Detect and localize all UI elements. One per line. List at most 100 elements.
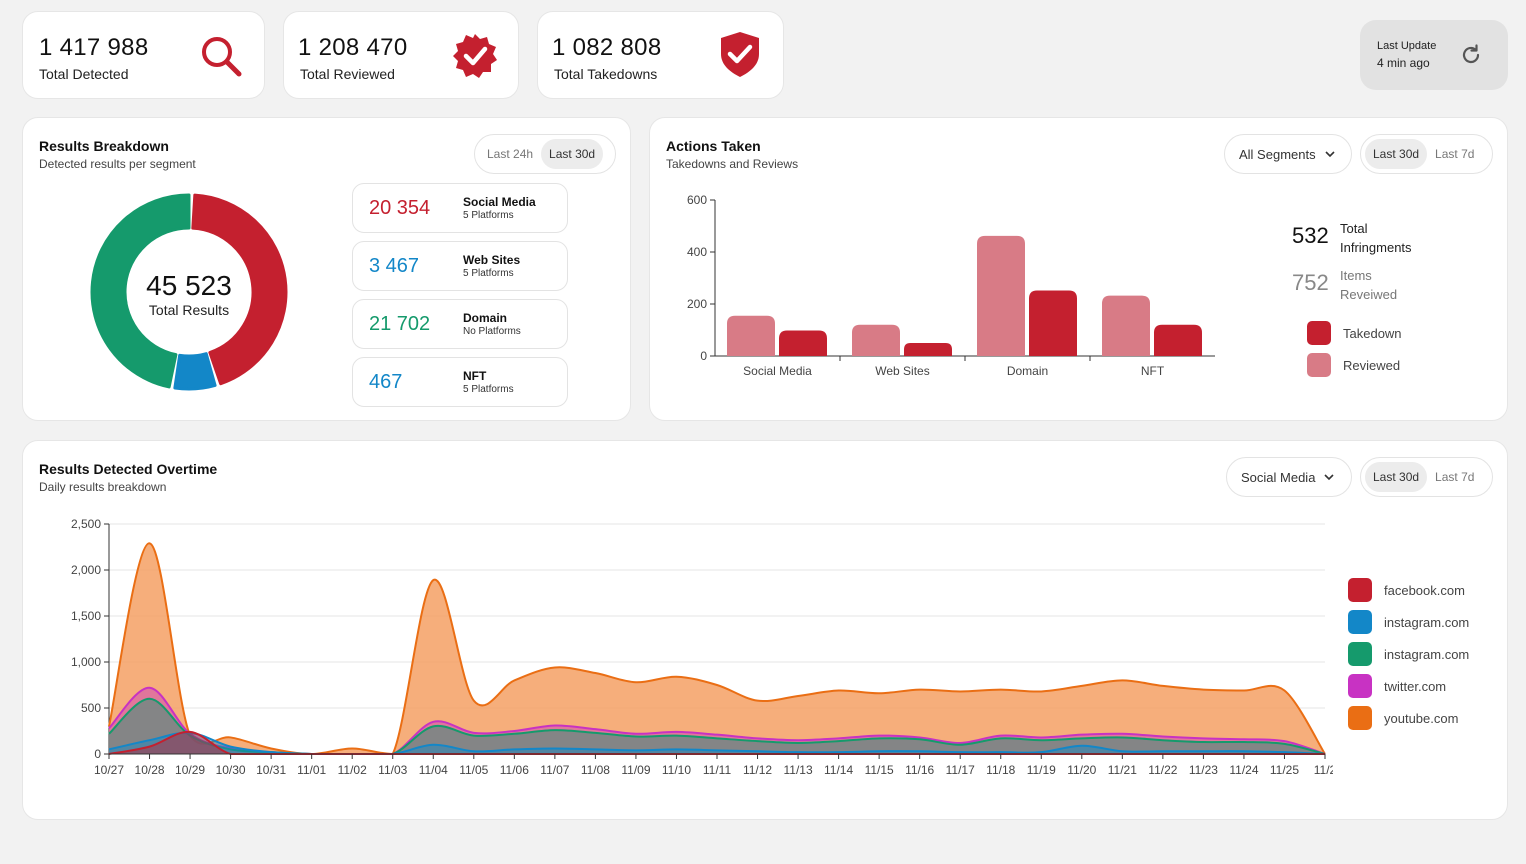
x-tick-label: 11/03 <box>378 763 407 777</box>
x-tick-label: 11/07 <box>540 763 569 777</box>
x-tick-label: 11/04 <box>419 763 448 777</box>
total-results-value: 45 523 <box>146 270 232 301</box>
bar-takedown-domain <box>1029 290 1077 356</box>
line-youtube-4 <box>108 542 1326 756</box>
toggle-last-30d[interactable]: Last 30d <box>1365 139 1428 169</box>
infringments-value: 532 <box>1292 223 1329 248</box>
legend-item: youtube.com <box>1348 706 1458 730</box>
x-tick-label: 11/23 <box>1189 763 1218 777</box>
x-tick-label: 10/27 <box>94 763 124 777</box>
x-tick-label: 11/19 <box>1027 763 1056 777</box>
toggle-last-7d[interactable]: Last 7d <box>1435 470 1475 484</box>
legend-label: twitter.com <box>1384 678 1447 694</box>
verified-badge-icon <box>453 34 497 78</box>
legend-item: instagram.com <box>1348 610 1469 634</box>
x-tick-label: 11/08 <box>581 763 610 777</box>
x-tick-label: 10/29 <box>175 763 205 777</box>
x-tick-label: 11/25 <box>1270 763 1299 777</box>
x-tick-label: 10/28 <box>135 763 165 777</box>
y-tick-label: 0 <box>700 349 707 363</box>
total-infringments-stat: 532 Total Infringments <box>1292 219 1432 259</box>
breakdown-donut-chart <box>90 193 288 391</box>
last-update-label: Last Update <box>1377 40 1437 52</box>
segment-name: NFT <box>463 369 487 383</box>
x-tick-label: 11/18 <box>986 763 1015 777</box>
refresh-icon[interactable] <box>1459 43 1483 67</box>
panel-title: Results Detected Overtime <box>39 461 218 477</box>
y-tick-label: 600 <box>687 193 707 207</box>
x-tick-label: 11/24 <box>1229 763 1258 777</box>
legend-swatch <box>1348 642 1372 666</box>
x-tick-label: Domain <box>1007 364 1048 378</box>
overtime-area-chart: 0 500 1,000 1,500 2,000 2,500 10/27 10/28 10/29 1… <box>71 517 1333 777</box>
segment-platforms: 5 Platforms <box>463 384 514 395</box>
stat-value: 1 417 988 <box>39 34 149 61</box>
y-tick-label: 1,000 <box>71 655 101 669</box>
x-tick-label: 11/06 <box>500 763 529 777</box>
search-icon <box>202 37 242 77</box>
y-tick-label: 400 <box>687 245 707 259</box>
platform-dropdown[interactable]: Social Media <box>1226 457 1352 497</box>
x-tick-label: 11/10 <box>662 763 691 777</box>
x-tick-label: 11/02 <box>338 763 367 777</box>
results-overtime-panel: Results Detected Overtime Daily results … <box>22 440 1508 820</box>
segment-web-sites[interactable]: 3 467 Web Sites 5 Platforms <box>352 241 568 291</box>
segment-platforms: 5 Platforms <box>463 210 514 221</box>
segment-social-media[interactable]: 20 354 Social Media 5 Platforms <box>352 183 568 233</box>
segment-domain[interactable]: 21 702 Domain No Platforms <box>352 299 568 349</box>
stat-card-reviewed: 1 208 470 Total Reviewed <box>283 11 519 99</box>
x-tick-label: 11/17 <box>946 763 975 777</box>
legend-item: twitter.com <box>1348 674 1446 698</box>
segment-platforms: No Platforms <box>463 326 521 337</box>
legend-swatch <box>1348 610 1372 634</box>
x-tick-label: 11/2 <box>1314 763 1333 777</box>
legend-swatch <box>1307 353 1331 377</box>
chevron-down-icon <box>1324 474 1335 481</box>
donut-center: 45 523 Total Results <box>129 270 249 318</box>
donut-slice-web-sites <box>173 352 217 391</box>
x-tick-label: 10/30 <box>216 763 246 777</box>
bar-reviewed-nft <box>1102 295 1150 356</box>
bar-takedown-web-sites <box>904 343 952 356</box>
segment-value: 21 702 <box>369 313 431 335</box>
last-update-value: 4 min ago <box>1377 56 1430 70</box>
segment-value: 20 354 <box>369 197 431 219</box>
y-tick-label: 1,500 <box>71 609 101 623</box>
chevron-down-icon <box>1325 151 1335 158</box>
toggle-last-7d[interactable]: Last 7d <box>1435 147 1475 161</box>
toggle-last-24h[interactable]: Last 24h <box>487 147 534 161</box>
stat-card-detected: 1 417 988 Total Detected <box>22 11 265 99</box>
last-update-panel: Last Update 4 min ago <box>1360 20 1508 90</box>
legend-swatch <box>1348 578 1372 602</box>
legend-swatch <box>1307 321 1331 345</box>
bar-reviewed-social-media <box>727 315 775 356</box>
segments-dropdown[interactable]: All Segments <box>1224 134 1352 174</box>
dropdown-value: All Segments <box>1239 146 1316 162</box>
segment-platforms: 5 Platforms <box>463 268 514 279</box>
x-tick-label: 11/05 <box>459 763 488 777</box>
reviewed-value: 752 <box>1292 270 1329 295</box>
legend-swatch <box>1348 674 1372 698</box>
stat-value: 1 208 470 <box>298 34 408 61</box>
legend-item: facebook.com <box>1348 578 1465 602</box>
legend-label: Reviewed <box>1343 357 1401 373</box>
segment-value: 3 467 <box>369 255 420 277</box>
x-tick-label: 11/14 <box>824 763 853 777</box>
x-tick-label: 11/01 <box>297 763 326 777</box>
bar-takedown-social-media <box>779 330 827 356</box>
donut-slice-social-media <box>191 193 288 386</box>
bar-takedown-nft <box>1154 324 1202 356</box>
legend-label: youtube.com <box>1384 710 1459 726</box>
toggle-last-30d[interactable]: Last 30d <box>1365 462 1428 492</box>
legend-item: instagram.com <box>1348 642 1469 666</box>
reviewed-label: Items Reveiwed <box>1340 268 1398 302</box>
x-tick-label: 11/16 <box>905 763 934 777</box>
panel-title: Results Breakdown <box>39 138 169 154</box>
actions-taken-panel: Actions Taken Takedowns and Reviews All … <box>649 117 1508 421</box>
x-tick-label: 11/22 <box>1148 763 1177 777</box>
stat-card-takedowns: 1 082 808 Total Takedowns <box>537 11 784 99</box>
area-youtube-4 <box>109 543 1325 754</box>
x-tick-label: 11/21 <box>1108 763 1137 777</box>
segment-nft[interactable]: 467 NFT 5 Platforms <box>352 357 568 407</box>
toggle-last-30d[interactable]: Last 30d <box>541 139 604 169</box>
